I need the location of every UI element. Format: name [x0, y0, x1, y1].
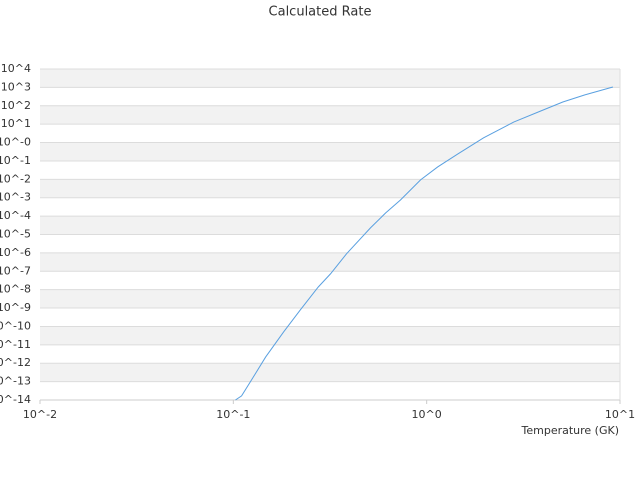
y-tick-label: 10^-6	[0, 246, 31, 259]
grid-band	[40, 216, 620, 235]
x-tick-label: 10^-1	[216, 408, 250, 421]
y-tick-label: 10^-8	[0, 283, 31, 296]
y-tick-label: 10^-13	[0, 375, 31, 388]
y-tick-label: 10^3	[1, 80, 31, 93]
y-tick-label: 10^-4	[0, 209, 31, 222]
y-tick-label: 10^-5	[0, 228, 31, 241]
y-tick-label: 10^-1	[0, 154, 31, 167]
y-tick-label: 10^-9	[0, 301, 31, 314]
grid-band	[40, 142, 620, 161]
y-tick-label: 10^-12	[0, 356, 31, 369]
grid-band	[40, 252, 620, 272]
grid-band	[40, 363, 620, 382]
y-tick-label: 10^4	[1, 62, 31, 75]
x-axis-label: Temperature (GK)	[521, 424, 620, 437]
y-tick-label: 10^-10	[0, 319, 31, 332]
grid-band	[40, 105, 620, 125]
y-tick-label: 10^-3	[0, 191, 31, 204]
y-tick-label: 10^2	[1, 99, 31, 112]
y-tick-label: 10^-7	[0, 264, 31, 277]
y-tick-label: 10^-0	[0, 136, 31, 149]
grid-band	[40, 179, 620, 198]
grid-band	[40, 289, 620, 309]
grid-band	[40, 69, 620, 88]
chart-title: Calculated Rate	[269, 5, 372, 20]
data-line	[235, 86, 614, 401]
y-tick-label: 10^-14	[0, 393, 31, 406]
y-tick-label: 10^1	[1, 117, 31, 130]
x-tick-label: 10^-2	[23, 408, 57, 421]
y-tick-label: 10^-11	[0, 338, 31, 351]
grid-band	[40, 326, 620, 345]
y-tick-label: 10^-2	[0, 172, 31, 185]
x-tick-label: 10^0	[412, 408, 442, 421]
x-tick-label: 10^1	[605, 408, 635, 421]
